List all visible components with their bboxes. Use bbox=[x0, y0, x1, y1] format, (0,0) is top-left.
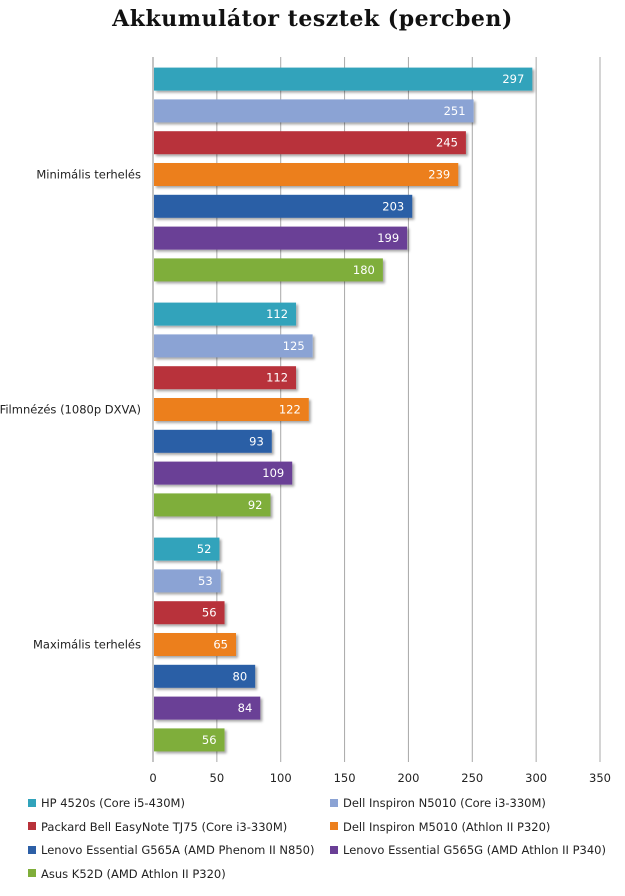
bar bbox=[154, 334, 313, 358]
data-label: 122 bbox=[279, 403, 301, 417]
bar bbox=[154, 302, 297, 326]
bar bbox=[154, 258, 383, 282]
data-label: 239 bbox=[428, 168, 450, 182]
x-tick-label: 200 bbox=[397, 771, 419, 785]
legend-label: Packard Bell EasyNote TJ75 (Core i3-330M… bbox=[41, 819, 288, 834]
x-tick-label: 100 bbox=[270, 771, 292, 785]
category-label: Maximális terhelés bbox=[33, 638, 141, 652]
bar bbox=[154, 633, 237, 656]
data-label: 203 bbox=[382, 199, 404, 213]
bar bbox=[154, 99, 474, 123]
bar bbox=[154, 537, 220, 561]
data-label: 251 bbox=[444, 104, 466, 118]
bar bbox=[154, 131, 466, 155]
legend-item: Packard Bell EasyNote TJ75 (Core i3-330M… bbox=[28, 820, 287, 834]
legend-label: Dell Inspiron M5010 (Athlon II P320) bbox=[343, 819, 551, 834]
legend-item: Asus K52D (AMD Athlon II P320) bbox=[28, 867, 226, 881]
x-tick-label: 250 bbox=[461, 771, 483, 785]
bar bbox=[154, 398, 309, 421]
legend-label: Asus K52D (AMD Athlon II P320) bbox=[41, 866, 226, 881]
bar bbox=[154, 461, 293, 485]
bar bbox=[154, 194, 413, 218]
x-tick-label: 300 bbox=[525, 771, 547, 785]
legend-label: HP 4520s (Core i5-430M) bbox=[41, 796, 185, 810]
data-label: 112 bbox=[266, 371, 288, 385]
data-label: 180 bbox=[353, 263, 375, 277]
legend-swatch bbox=[28, 869, 36, 877]
data-label: 109 bbox=[262, 466, 284, 480]
data-label: 93 bbox=[249, 434, 264, 448]
bar bbox=[154, 226, 408, 250]
data-label: 112 bbox=[266, 307, 288, 321]
data-label: 245 bbox=[436, 136, 458, 150]
data-label: 52 bbox=[197, 542, 212, 556]
bar bbox=[154, 163, 459, 186]
legend-swatch bbox=[330, 798, 338, 807]
x-tick-label: 150 bbox=[334, 771, 356, 785]
chart-title: Akkumulátor tesztek (percben) bbox=[112, 6, 513, 32]
bar bbox=[154, 493, 271, 517]
bar bbox=[154, 664, 256, 688]
bar bbox=[154, 601, 225, 625]
data-label: 92 bbox=[248, 498, 263, 512]
bar bbox=[154, 429, 272, 453]
legend-label: Dell Inspiron N5010 (Core i3-330M) bbox=[343, 796, 546, 810]
bar bbox=[154, 67, 533, 91]
bar bbox=[154, 728, 225, 752]
legend-swatch bbox=[28, 845, 36, 854]
data-label: 84 bbox=[238, 701, 253, 715]
x-tick-label: 0 bbox=[149, 771, 156, 785]
x-tick-label: 50 bbox=[210, 771, 225, 785]
legend-swatch bbox=[28, 822, 36, 830]
category-label: Filmnézés (1080p DXVA) bbox=[0, 403, 141, 417]
legend-item: Dell Inspiron M5010 (Athlon II P320) bbox=[330, 820, 550, 834]
legend-swatch bbox=[330, 845, 338, 854]
legend-label: Lenovo Essential G565G (AMD Athlon II P3… bbox=[343, 843, 606, 857]
legend-item: Lenovo Essential G565A (AMD Phenom II N8… bbox=[28, 843, 314, 857]
data-label: 125 bbox=[283, 339, 305, 353]
x-tick-label: 350 bbox=[589, 771, 611, 785]
data-label: 80 bbox=[233, 669, 248, 683]
data-label: 199 bbox=[377, 231, 399, 245]
data-label: 56 bbox=[202, 606, 217, 620]
bar bbox=[154, 366, 297, 390]
legend-item: HP 4520s (Core i5-430M) bbox=[28, 796, 185, 810]
data-label: 65 bbox=[213, 638, 228, 652]
bar bbox=[154, 569, 221, 593]
data-label: 297 bbox=[502, 72, 524, 86]
legend-swatch bbox=[330, 822, 338, 830]
legend-label: Lenovo Essential G565A (AMD Phenom II N8… bbox=[41, 843, 315, 857]
legend-item: Lenovo Essential G565G (AMD Athlon II P3… bbox=[330, 843, 606, 857]
data-label: 53 bbox=[198, 574, 213, 588]
bar bbox=[154, 696, 261, 720]
data-label: 56 bbox=[202, 733, 217, 747]
legend-swatch bbox=[28, 798, 36, 807]
legend-item: Dell Inspiron N5010 (Core i3-330M) bbox=[330, 796, 546, 810]
category-label: Minimális terhelés bbox=[36, 168, 141, 182]
bar-chart: 0 50 100 150 200 250 300 350 Minimális terhelés 2… bbox=[0, 57, 611, 785]
